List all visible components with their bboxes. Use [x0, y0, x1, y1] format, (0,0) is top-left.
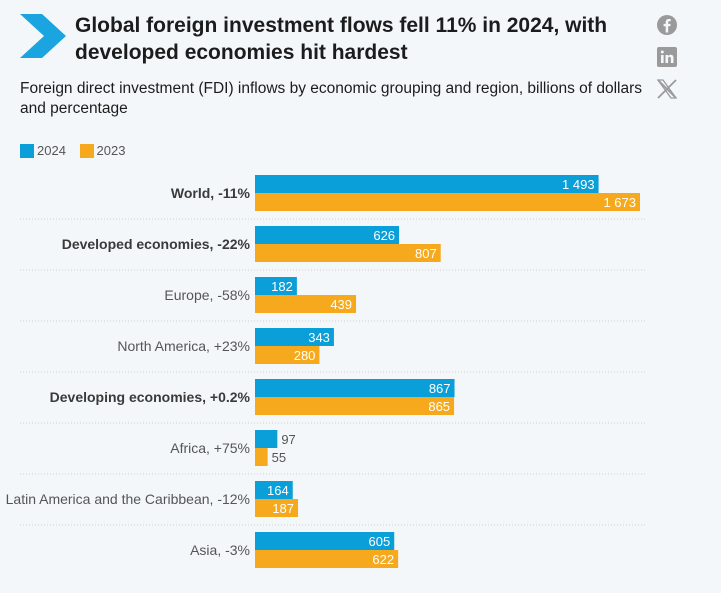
category-label-latin-america-and-the-caribbean: Latin America and the Caribbean, -12% — [6, 491, 250, 507]
chart-subtitle: Foreign direct investment (FDI) inflows … — [20, 80, 643, 117]
chevron-logo — [20, 14, 66, 58]
category-label-asia: Asia, -3% — [190, 542, 250, 558]
category-label-developing-economies: Developing economies, +0.2% — [50, 389, 251, 405]
data-label-2023-north-america: 280 — [294, 348, 316, 363]
data-label-2023-europe: 439 — [330, 297, 352, 312]
data-label-2024-africa: 97 — [281, 432, 295, 447]
legend-item-2024: 2024 — [20, 143, 66, 158]
bar-chart: World, -11% 1 493 1 673 Developed economies… — [6, 175, 645, 568]
bar-2023-africa — [255, 448, 268, 466]
bar-2023-north-america — [255, 346, 320, 364]
category-label-africa: Africa, +75% — [170, 440, 250, 456]
x-icon[interactable] — [655, 77, 679, 101]
category-label-world: World, -11% — [171, 185, 251, 201]
data-label-2024-developing-economies: 867 — [429, 381, 451, 396]
data-label-2023-africa: 55 — [272, 450, 286, 465]
linkedin-icon[interactable] — [655, 45, 679, 69]
data-label-2024-world: 1 493 — [562, 177, 595, 192]
data-label-2023-asia: 622 — [372, 552, 394, 567]
legend-label-2024: 2024 — [37, 143, 66, 158]
legend-label-2023: 2023 — [96, 143, 126, 158]
data-label-2023-developing-economies: 865 — [428, 399, 450, 414]
bar-2023-asia — [255, 550, 399, 568]
bar-2023-developing-economies — [255, 397, 455, 415]
data-label-2023-world: 1 673 — [603, 195, 636, 210]
chart-title: Global foreign investment flows fell 11%… — [75, 14, 608, 64]
data-label-2024-latin-america-and-the-caribbean: 164 — [267, 483, 289, 498]
data-label-2023-latin-america-and-the-caribbean: 187 — [272, 501, 294, 516]
data-label-2024-europe: 182 — [271, 279, 293, 294]
category-label-developed-economies: Developed economies, -22% — [62, 236, 251, 252]
legend: 2024 2023 — [20, 143, 135, 161]
data-label-2024-north-america: 343 — [308, 330, 330, 345]
bar-2023-developed-economies — [255, 244, 441, 262]
bar-2024-latin-america-and-the-caribbean — [255, 481, 293, 499]
bar-2023-world — [255, 193, 640, 211]
data-label-2023-developed-economies: 807 — [415, 246, 437, 261]
bar-2024-north-america — [255, 328, 334, 346]
bar-2023-europe — [255, 295, 357, 313]
category-label-europe: Europe, -58% — [164, 287, 250, 303]
legend-swatch-2024 — [20, 143, 34, 158]
data-label-2024-developed-economies: 626 — [373, 228, 395, 243]
bar-2024-world — [255, 175, 599, 193]
bar-2024-developed-economies — [255, 226, 400, 244]
legend-swatch-2023 — [79, 143, 94, 158]
bar-2024-asia — [255, 532, 395, 550]
bar-2023-latin-america-and-the-caribbean — [255, 499, 299, 517]
facebook-icon[interactable] — [655, 13, 679, 37]
category-label-north-america: North America, +23% — [117, 338, 250, 354]
legend-item-2023: 2023 — [79, 143, 126, 158]
bar-2024-africa — [255, 430, 278, 448]
bar-2024-developing-economies — [255, 379, 455, 397]
bar-2024-europe — [255, 277, 297, 295]
data-label-2024-asia: 605 — [369, 534, 391, 549]
